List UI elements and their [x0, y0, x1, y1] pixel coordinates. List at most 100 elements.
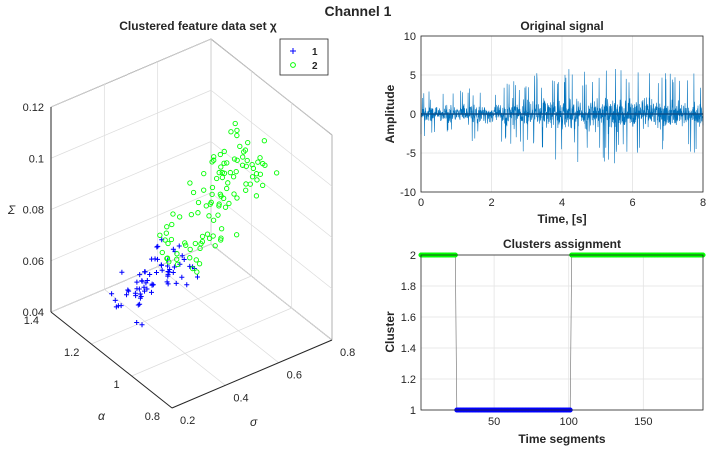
legend: 12	[279, 38, 329, 76]
cluster-1-point	[167, 267, 173, 273]
cluster-1-point	[173, 280, 179, 286]
cluster-1-point	[149, 256, 155, 262]
cluster-2-point	[218, 235, 224, 241]
cluster-2-point	[260, 182, 266, 189]
cluster-1-point	[181, 256, 187, 262]
cluster-1-point	[154, 244, 160, 250]
cluster-2-point	[218, 164, 224, 170]
cluster-2-point	[257, 155, 263, 161]
cluster-2-point	[250, 165, 257, 172]
grid-line	[104, 289, 226, 386]
cluster-1-point	[155, 256, 161, 262]
cluster-2-point	[212, 243, 218, 249]
cluster-1-point	[137, 291, 143, 297]
cluster-2-point	[170, 211, 176, 217]
signal-x-tick-label: 6	[629, 197, 635, 209]
cluster-2-point	[192, 240, 198, 247]
cluster-2-point	[232, 120, 238, 127]
cluster-1-point	[176, 243, 182, 249]
cluster-1-point	[139, 322, 145, 328]
cluster-1-point	[184, 282, 190, 288]
clusters-axes-box	[420, 254, 704, 411]
cluster-1-point	[138, 293, 144, 299]
grid-line	[210, 243, 333, 341]
signal-title: Original signal	[520, 19, 603, 33]
cluster-2-point	[211, 154, 217, 160]
cluster-1-point	[125, 287, 131, 293]
cluster-2-point	[244, 157, 250, 164]
cluster-2-point	[221, 170, 228, 176]
y-axis-label: α	[98, 409, 106, 423]
z-tick-label: 0.12	[23, 102, 44, 114]
cluster-2-point	[214, 175, 220, 182]
cluster-1-point	[153, 270, 159, 276]
clusters-y-label: Cluster	[383, 311, 397, 353]
cluster-2-point	[221, 195, 227, 201]
cluster-1-point	[141, 284, 147, 290]
cluster-1-point	[165, 263, 171, 269]
signal-axes-box	[420, 35, 704, 193]
cluster-2-point	[231, 156, 238, 162]
clusters-title: Clusters assignment	[503, 237, 621, 251]
cluster-2-point	[254, 177, 260, 183]
cluster-2-point	[243, 187, 249, 193]
cluster-1-point	[147, 271, 153, 277]
cluster-2-point	[183, 242, 189, 248]
cluster-2-point	[239, 162, 246, 168]
cluster-1-point	[139, 278, 145, 284]
x-tick-label: 0.2	[180, 415, 195, 427]
clusters-y-tick-label: 1	[410, 405, 416, 417]
cluster-1-point	[144, 286, 150, 292]
grid-line	[50, 141, 212, 210]
cluster-2-point	[233, 232, 240, 238]
legend-marker-2	[290, 62, 296, 68]
cluster-2-point	[257, 171, 264, 177]
cluster-1-point	[113, 304, 119, 310]
cluster-2-point	[225, 180, 231, 186]
cluster-2-point	[187, 246, 193, 253]
cluster-2-point	[243, 163, 249, 169]
cluster-2-point	[203, 203, 209, 209]
cluster-2-point	[159, 249, 165, 256]
cluster-2-point	[224, 160, 230, 166]
x-axis-label: σ	[250, 415, 258, 429]
x-tick-label: 0.6	[287, 370, 302, 382]
cluster-2-point	[165, 240, 171, 247]
cluster-2-point	[209, 191, 215, 198]
cluster-2-point	[163, 230, 169, 236]
cluster-2-point	[174, 261, 181, 268]
cluster-1-point	[165, 273, 171, 279]
cluster-1-point	[194, 274, 200, 280]
cluster-2-point	[215, 212, 221, 218]
grid-line	[91, 275, 252, 345]
grid-line	[210, 192, 333, 290]
signal-x-tick-label: 2	[488, 197, 494, 209]
z-tick-label: 0.1	[29, 153, 44, 165]
cluster-2-point	[226, 200, 232, 207]
scatter-3d-title: Clustered feature data set χ	[119, 19, 277, 33]
cluster-2-point	[218, 226, 225, 232]
cluster-1-point	[155, 243, 161, 249]
cluster-1-point	[166, 269, 172, 275]
cluster-1-point	[112, 297, 118, 303]
cluster-1-point	[158, 262, 164, 268]
z-axis-label: Σ	[7, 203, 16, 217]
clusters-y-tick-label: 1.4	[401, 343, 416, 355]
cluster-2-point	[222, 204, 229, 210]
cluster-2-point	[188, 212, 195, 218]
cluster-1-point	[134, 279, 140, 285]
cluster-2-point	[201, 187, 207, 193]
grid-line	[210, 89, 333, 187]
cluster-1-point	[124, 292, 130, 298]
clusters-x-tick-label: 50	[488, 416, 500, 428]
cluster-1-point	[126, 288, 132, 294]
cluster-2-point	[157, 232, 163, 238]
y-tick-label: 1	[114, 379, 120, 391]
clusters-y-tick-label: 1.2	[401, 374, 416, 386]
cluster-1-point	[159, 267, 165, 273]
cluster-2-point	[237, 143, 243, 150]
cluster-2-point	[196, 261, 203, 267]
cluster-2-point	[228, 129, 234, 135]
cluster-2-point	[168, 236, 175, 243]
cluster-2-point	[234, 157, 240, 163]
